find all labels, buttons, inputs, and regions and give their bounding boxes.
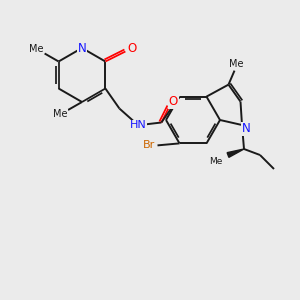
Text: Me: Me <box>229 58 244 69</box>
Text: Br: Br <box>143 140 156 150</box>
Text: Me: Me <box>29 44 44 55</box>
Text: O: O <box>128 42 137 55</box>
Text: HN: HN <box>130 121 147 130</box>
Text: N: N <box>78 41 86 55</box>
Text: Me: Me <box>53 109 67 119</box>
Text: N: N <box>242 122 250 136</box>
Polygon shape <box>227 149 244 157</box>
Text: Me: Me <box>210 157 223 166</box>
Text: O: O <box>169 95 178 108</box>
